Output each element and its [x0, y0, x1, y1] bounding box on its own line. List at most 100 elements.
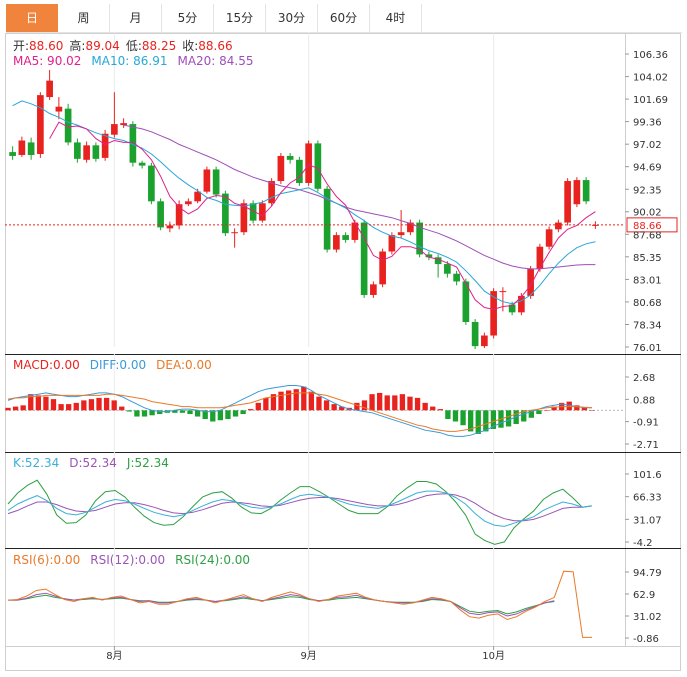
candle-body	[18, 140, 26, 155]
low-label: 低:	[126, 39, 142, 53]
candle-body	[407, 222, 414, 233]
candle-body	[444, 264, 451, 274]
candle-body	[305, 143, 312, 183]
candle-body	[92, 145, 100, 159]
candle-body	[83, 145, 90, 160]
y-tick-label: 0.88	[633, 395, 655, 406]
y-tick-label: 87.68	[633, 230, 662, 241]
kdj-legend: K:52.34 D:52.34 J:52.34	[13, 456, 169, 470]
y-tick-label: -0.91	[633, 418, 659, 429]
macd-bar	[301, 386, 307, 411]
candle-body	[296, 159, 303, 183]
candle-body	[582, 180, 590, 202]
macd-bar	[240, 410, 246, 415]
y-tick-label: 101.6	[633, 470, 662, 481]
candle-body	[101, 133, 109, 158]
macd-bar	[20, 405, 26, 411]
ma10-line	[12, 100, 596, 305]
macd-bar	[248, 409, 254, 411]
macd-bar	[141, 410, 148, 417]
macd-bar	[149, 410, 155, 416]
high-value: 89.04	[85, 39, 119, 53]
y-tick-label: -2.71	[633, 440, 659, 451]
macd-bar	[339, 406, 345, 411]
y-tick-label: 101.69	[633, 95, 668, 106]
y-tick-label: 97.02	[633, 140, 662, 151]
macd-bar	[513, 410, 519, 424]
tab-4[interactable]: 15分	[214, 4, 266, 32]
tab-2[interactable]: 月	[110, 4, 162, 32]
kdj-legend-k: K:52.34	[13, 456, 59, 470]
macd-bar	[232, 410, 239, 417]
ma5-legend: MA5: 90.02	[13, 54, 81, 68]
candle-body	[499, 291, 507, 293]
x-tick-label: 9月	[300, 650, 316, 662]
candle-body	[27, 142, 35, 155]
tab-5[interactable]: 30分	[266, 4, 318, 32]
rsi-legend: RSI(6):0.00 RSI(12):0.00 RSI(24):0.00	[13, 553, 250, 567]
macd-bar	[12, 406, 19, 411]
y-tick-label: 31.07	[633, 515, 662, 526]
macd-bar	[331, 404, 337, 411]
price-legend-ohlc: 开:88.60 高:89.04 低:88.25 收:88.66	[13, 38, 233, 53]
macd-legend-dea: DEA:0.00	[156, 358, 212, 372]
tab-3[interactable]: 5分	[162, 4, 214, 32]
macd-legend-macd: MACD:0.00	[13, 358, 80, 372]
macd-legend: MACD:0.00 DIFF:0.00 DEA:0.00	[13, 358, 212, 372]
macd-bar	[187, 410, 193, 415]
candle-body	[222, 193, 229, 234]
tab-7[interactable]: 4时	[370, 4, 422, 32]
tab-0[interactable]: 日	[6, 4, 58, 32]
close-label: 收:	[182, 39, 198, 53]
diff-line	[7, 385, 592, 437]
macd-bar	[407, 396, 413, 411]
macd-bar	[430, 406, 436, 411]
k-line	[7, 490, 593, 527]
y-tick-label: -0.86	[633, 634, 659, 645]
candle-body	[573, 180, 581, 205]
y-tick-label: 92.35	[633, 185, 662, 196]
macd-bar	[308, 391, 315, 411]
rsi12-line	[8, 592, 555, 617]
y-tick-label: 94.79	[633, 568, 662, 579]
y-tick-label: 106.36	[633, 50, 668, 61]
macd-bar	[467, 410, 474, 432]
candle-body	[323, 188, 331, 250]
macd-bar	[551, 406, 557, 411]
candle-body	[471, 321, 479, 347]
candle-body	[111, 124, 118, 135]
y-tick-label: 76.01	[633, 343, 662, 354]
macd-bar	[536, 410, 542, 415]
macd-bar	[505, 410, 512, 427]
y-tick-label: 78.34	[633, 321, 662, 332]
macd-bar	[293, 389, 299, 411]
macd-bar	[361, 400, 368, 411]
macd-bar	[88, 399, 95, 411]
macd-bar	[103, 397, 110, 411]
y-tick-label: 83.01	[633, 275, 662, 286]
macd-bar	[574, 405, 580, 411]
tab-6[interactable]: 60分	[318, 4, 370, 32]
macd-bar	[58, 404, 64, 411]
low-value: 88.25	[142, 39, 176, 53]
macd-bar	[521, 410, 527, 422]
rsi-legend-12: RSI(12):0.00	[90, 553, 165, 567]
candle-body	[148, 165, 155, 202]
tab-1[interactable]: 周	[58, 4, 110, 32]
candle-body	[416, 222, 423, 255]
macd-bar	[460, 410, 466, 426]
candle-body	[592, 224, 599, 226]
last-price-label: 88.66	[633, 221, 662, 232]
macd-bar	[285, 390, 292, 411]
open-label: 开:	[13, 39, 29, 53]
candle-body	[388, 235, 396, 252]
y-tick-label: 66.33	[633, 493, 662, 504]
period-tabs: 日周月 5分 15分 30分 60分 4时	[6, 4, 422, 32]
candle-body	[379, 251, 386, 285]
macd-bar	[179, 410, 186, 413]
candle-body	[120, 123, 127, 126]
candle-body	[240, 203, 248, 233]
macd-bar	[475, 410, 481, 434]
macd-bar	[263, 397, 269, 411]
macd-bar	[323, 400, 330, 411]
